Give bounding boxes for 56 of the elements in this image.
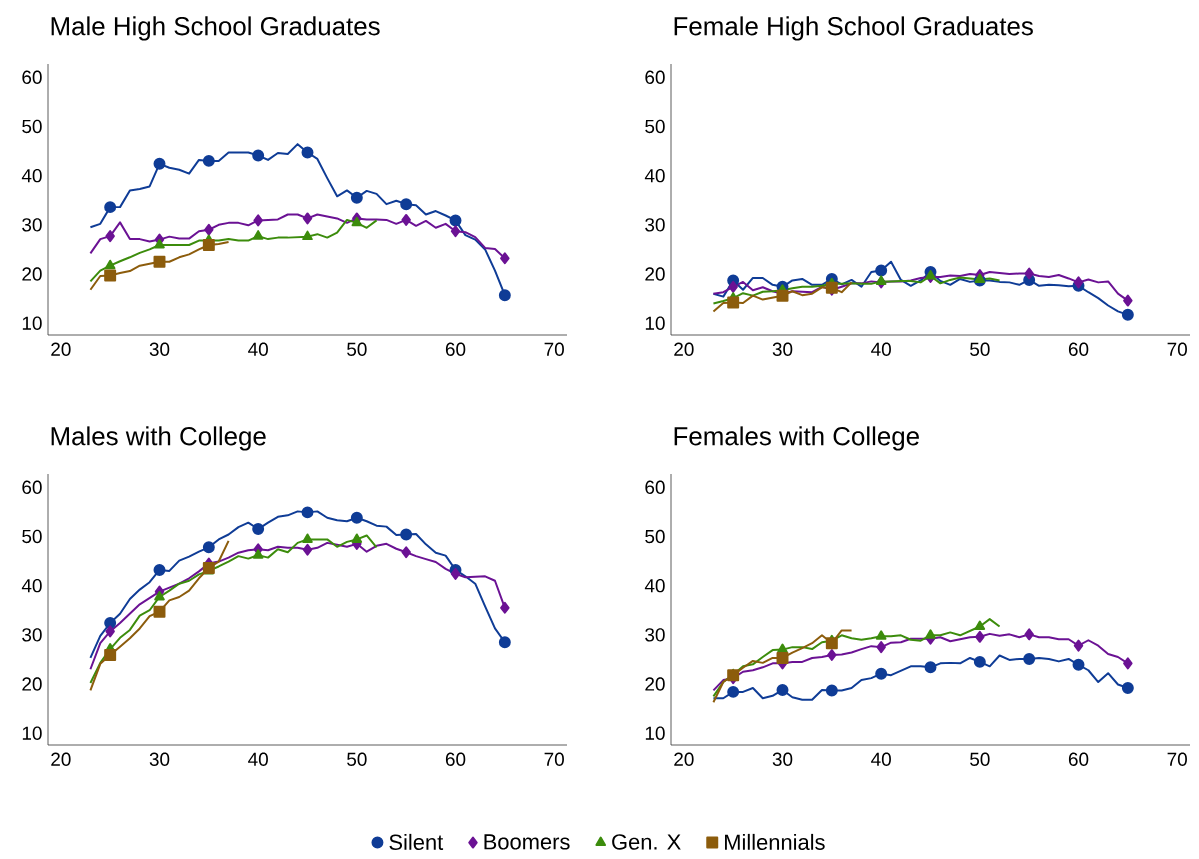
x-tick-label: 20 [674,342,694,356]
x-tick-label: 50 [970,342,990,356]
y-tick-label: 30 [645,218,665,232]
y-tick-label: 10 [22,316,42,330]
y-tick-label: 50 [22,529,42,544]
x-tick-label: 40 [871,342,891,356]
y-tick-label: 50 [22,119,42,134]
y-tick-label: 60 [645,70,665,84]
x-tick-label: 30 [772,342,793,356]
x-tick-label: 70 [1167,342,1187,356]
y-tick-label: 10 [22,726,42,740]
y-tick-label: 50 [645,529,665,544]
legend-label: Gen. X [612,834,681,850]
x-tick-label: 40 [248,342,268,356]
x-tick-label: 60 [445,342,466,356]
x-tick-label: 70 [544,752,564,766]
chart-title: Females with College [674,426,919,451]
y-tick-label: 20 [22,267,42,281]
y-tick-label: 60 [645,480,665,494]
y-tick-label: 30 [22,218,42,232]
x-tick-label: 60 [1068,752,1089,766]
x-tick-label: 20 [51,752,71,766]
y-tick-label: 40 [21,168,42,183]
x-tick-label: 50 [347,342,367,356]
y-tick-label: 60 [22,480,42,494]
x-tick-label: 40 [248,752,268,766]
x-tick-label: 30 [149,752,170,766]
x-tick-label: 70 [544,342,564,356]
y-tick-label: 40 [644,578,665,593]
y-tick-label: 10 [645,316,665,330]
x-tick-label: 30 [772,752,793,766]
chart-title: Males with College [51,426,266,451]
x-tick-label: 50 [970,752,990,766]
x-tick-label: 50 [347,752,367,766]
x-tick-label: 70 [1167,752,1187,766]
legend-label: Boomers [484,834,570,850]
y-tick-label: 10 [645,726,665,740]
y-tick-label: 30 [22,628,42,642]
x-tick-label: 60 [1068,342,1089,356]
y-tick-label: 20 [645,267,665,281]
x-tick-label: 30 [149,342,170,356]
y-tick-label: 40 [644,168,665,183]
x-tick-label: 20 [674,752,694,766]
y-tick-label: 30 [645,628,665,642]
chart-title: Male High School Graduates [51,16,380,41]
y-tick-label: 60 [22,70,42,84]
y-tick-label: 50 [645,119,665,134]
y-tick-label: 20 [645,677,665,691]
legend-label: Millennials [725,833,825,850]
y-tick-label: 20 [22,677,42,691]
x-tick-label: 60 [445,752,466,766]
x-tick-label: 20 [51,342,71,356]
y-tick-label: 40 [21,578,42,593]
legend-label: Silent [389,833,444,850]
x-tick-label: 40 [871,752,891,766]
chart-title: Female High School Graduates [674,16,1033,41]
